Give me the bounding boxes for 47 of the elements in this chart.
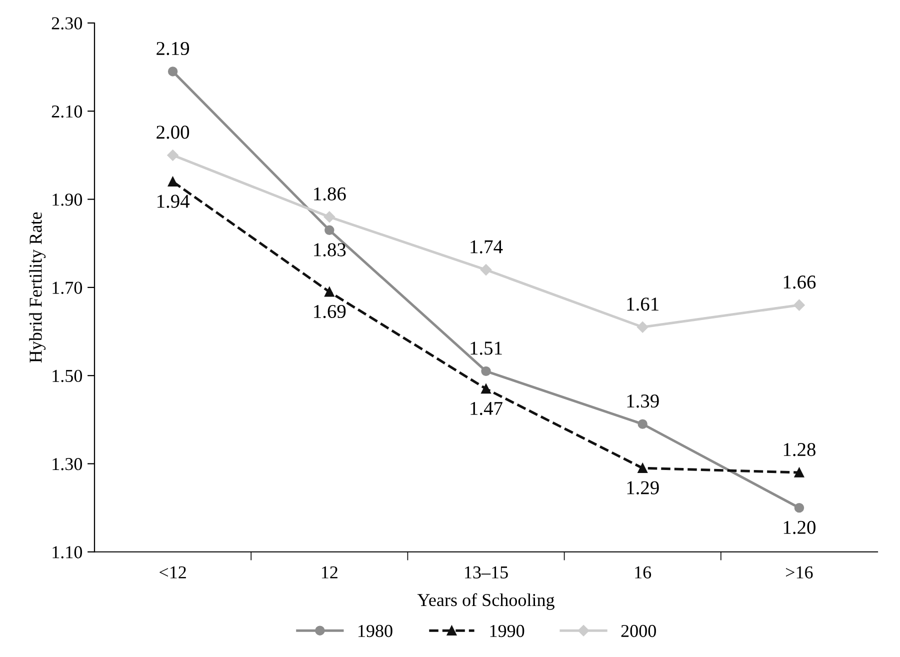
data-label: 1.83 bbox=[314, 243, 346, 256]
data-label: 1.86 bbox=[314, 187, 346, 201]
point bbox=[168, 176, 178, 187]
x-tick-label: <12 bbox=[160, 566, 186, 578]
data-label: 1.61 bbox=[627, 298, 658, 311]
legend-label: 1980 bbox=[358, 624, 392, 638]
data-label: 2.00 bbox=[156, 126, 190, 139]
y-tick-label: 1.70 bbox=[52, 282, 82, 294]
legend-label: 2000 bbox=[621, 624, 656, 638]
data-label: 1.20 bbox=[784, 520, 816, 534]
y-tick-label: 1.10 bbox=[52, 546, 82, 558]
point bbox=[480, 264, 492, 276]
legend-label: 1990 bbox=[490, 624, 524, 638]
y-axis-title: Hybrid Fertility Rate bbox=[29, 212, 46, 363]
data-label: 1.74 bbox=[470, 240, 503, 254]
point bbox=[794, 502, 804, 513]
data-label: 1.28 bbox=[784, 442, 816, 456]
y-tick-label: 2.30 bbox=[52, 17, 82, 30]
point bbox=[638, 463, 648, 473]
point bbox=[794, 468, 804, 478]
data-label: 2.19 bbox=[156, 42, 190, 56]
point bbox=[638, 419, 648, 429]
y-tick-label: 2.10 bbox=[52, 105, 82, 118]
data-label: 1.94 bbox=[157, 194, 190, 208]
point bbox=[481, 366, 491, 376]
x-tick-label: 16 bbox=[635, 566, 652, 578]
y-tick-label: 1.90 bbox=[52, 194, 82, 206]
data-label: 1.66 bbox=[784, 276, 816, 289]
point bbox=[481, 384, 491, 394]
x-tick-label: 13–15 bbox=[465, 566, 508, 578]
y-tick-label: 1.30 bbox=[52, 458, 82, 470]
point bbox=[636, 322, 648, 333]
x-axis-title: Years of Schooling bbox=[417, 593, 554, 610]
point bbox=[794, 299, 805, 311]
point bbox=[324, 225, 334, 236]
data-label: 1.47 bbox=[470, 402, 502, 416]
point bbox=[324, 286, 334, 297]
y-tick-label: 1.50 bbox=[52, 370, 82, 382]
data-label: 1.29 bbox=[627, 481, 659, 494]
point bbox=[167, 150, 178, 161]
data-label: 1.39 bbox=[627, 394, 659, 408]
x-tick-label: >16 bbox=[786, 566, 813, 578]
data-label: 1.51 bbox=[470, 342, 502, 355]
x-tick-label: 12 bbox=[322, 566, 338, 578]
data-label: 1.69 bbox=[314, 304, 346, 318]
point bbox=[324, 211, 336, 223]
point bbox=[168, 66, 178, 76]
